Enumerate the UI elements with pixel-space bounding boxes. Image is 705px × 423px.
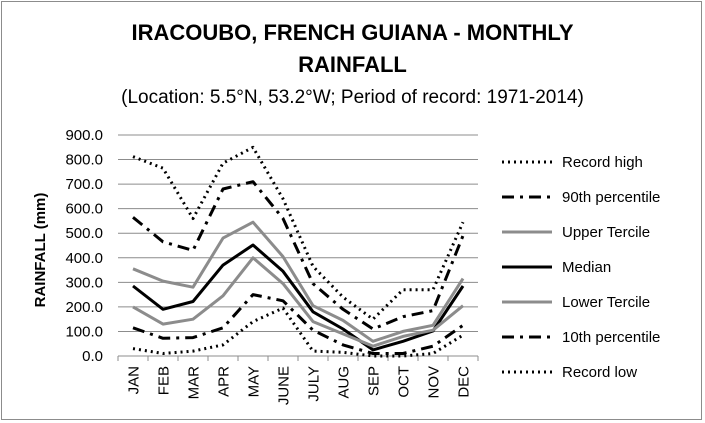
x-tick-label: NOV (425, 366, 442, 399)
series-line (132, 256, 464, 348)
series-line (132, 220, 465, 343)
x-tick-label: JUNE (275, 366, 292, 405)
y-tick-label: 400.0 (65, 250, 103, 267)
x-tick-label: MAY (245, 366, 262, 397)
legend-label: 90th percentile (562, 189, 660, 206)
legend: Record high 90th percentile Upper Tercile M… (502, 154, 660, 381)
y-tick-label: 600.0 (65, 201, 103, 218)
x-tick-label: JULY (305, 366, 322, 402)
y-tick-label: 0.0 (82, 348, 103, 365)
x-tick-label: FEB (155, 366, 172, 395)
series-line (132, 293, 464, 355)
y-tick-label: 900.0 (65, 127, 103, 144)
x-tick-label: JAN (125, 366, 142, 394)
x-tick-label: MAR (185, 366, 202, 400)
y-tick-labels: 0.0 100.0 200.0 300.0 400.0 500.0 600.0 700.0 80… (65, 127, 103, 365)
x-tick-label: OCT (395, 366, 412, 398)
x-tick-labels: JAN FEB MAR APR MAY JUNE JULY AUG SEP OCT NOV DEC (125, 366, 472, 405)
legend-label: Record low (562, 364, 637, 381)
legend-label: 10th percentile (562, 329, 660, 346)
chart-title-line-2: RAINFALL (298, 52, 407, 77)
x-tick-label: DEC (455, 366, 472, 398)
y-tick-label: 700.0 (65, 176, 103, 193)
series-line (132, 180, 465, 331)
legend-label: Upper Tercile (562, 224, 650, 241)
y-tick-label: 200.0 (65, 299, 103, 316)
series-line (132, 306, 464, 358)
x-tick-label: AUG (335, 366, 352, 399)
x-tick-label: SEP (365, 366, 382, 396)
legend-label: Median (562, 259, 611, 276)
x-tick-label: APR (215, 366, 232, 397)
series-lines (132, 145, 465, 358)
y-tick-label: 800.0 (65, 152, 103, 169)
chart-title-line-1: IRACOUBO, FRENCH GUIANA - MONTHLY (131, 20, 574, 45)
y-tick-label: 100.0 (65, 323, 103, 340)
chart-subtitle: (Location: 5.5°N, 53.2°W; Period of reco… (121, 87, 584, 108)
y-tick-label: 500.0 (65, 225, 103, 242)
legend-label: Lower Tercile (562, 294, 650, 311)
y-tick-label: 300.0 (65, 274, 103, 291)
series-line (132, 243, 465, 352)
y-axis-label: RAINFALL (mm) (32, 193, 49, 308)
legend-label: Record high (562, 154, 643, 171)
